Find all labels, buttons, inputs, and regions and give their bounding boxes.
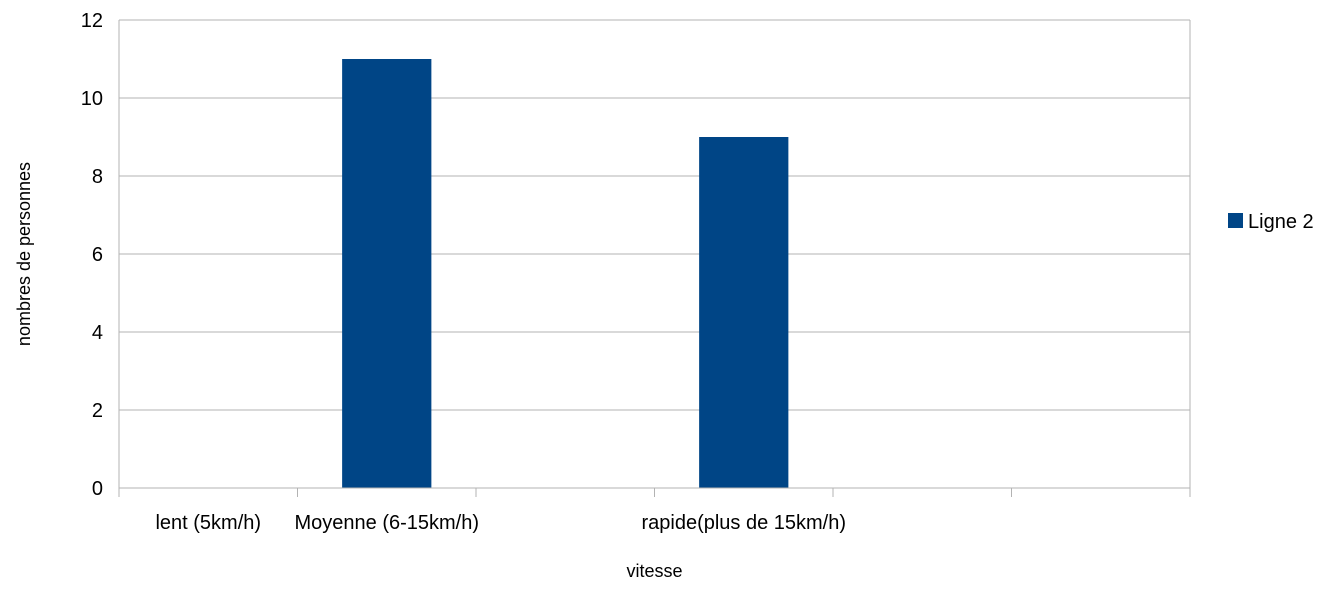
gridlines — [119, 19, 1190, 489]
legend-swatch — [1228, 213, 1243, 228]
y-axis-label: nombres de personnes — [14, 162, 34, 346]
y-tick-label: 10 — [81, 88, 103, 110]
x-axis-label: vitesse — [626, 561, 682, 581]
bar — [699, 137, 789, 488]
x-tick-labels: lent (5km/h) Moyenne (6-15km/h) rapide(plu… — [155, 512, 846, 534]
legend-label: Ligne 2 — [1248, 211, 1314, 233]
x-tick-label: Moyenne (6-15km/h) — [294, 512, 479, 534]
y-tick-label: 4 — [92, 322, 103, 344]
bar — [342, 59, 432, 488]
bars — [342, 59, 789, 488]
axes — [118, 20, 1191, 497]
y-tick-label: 6 — [92, 244, 103, 266]
y-tick-label: 0 — [92, 478, 103, 500]
x-tick-label: rapide(plus de 15km/h) — [641, 512, 846, 534]
x-tick-label: lent (5km/h) — [155, 512, 261, 534]
y-tick-labels: 0 2 4 6 8 10 12 — [81, 10, 103, 500]
y-tick-label: 8 — [92, 166, 103, 188]
y-tick-label: 2 — [92, 400, 103, 422]
y-tick-label: 12 — [81, 10, 103, 32]
legend: Ligne 2 — [1228, 211, 1314, 233]
